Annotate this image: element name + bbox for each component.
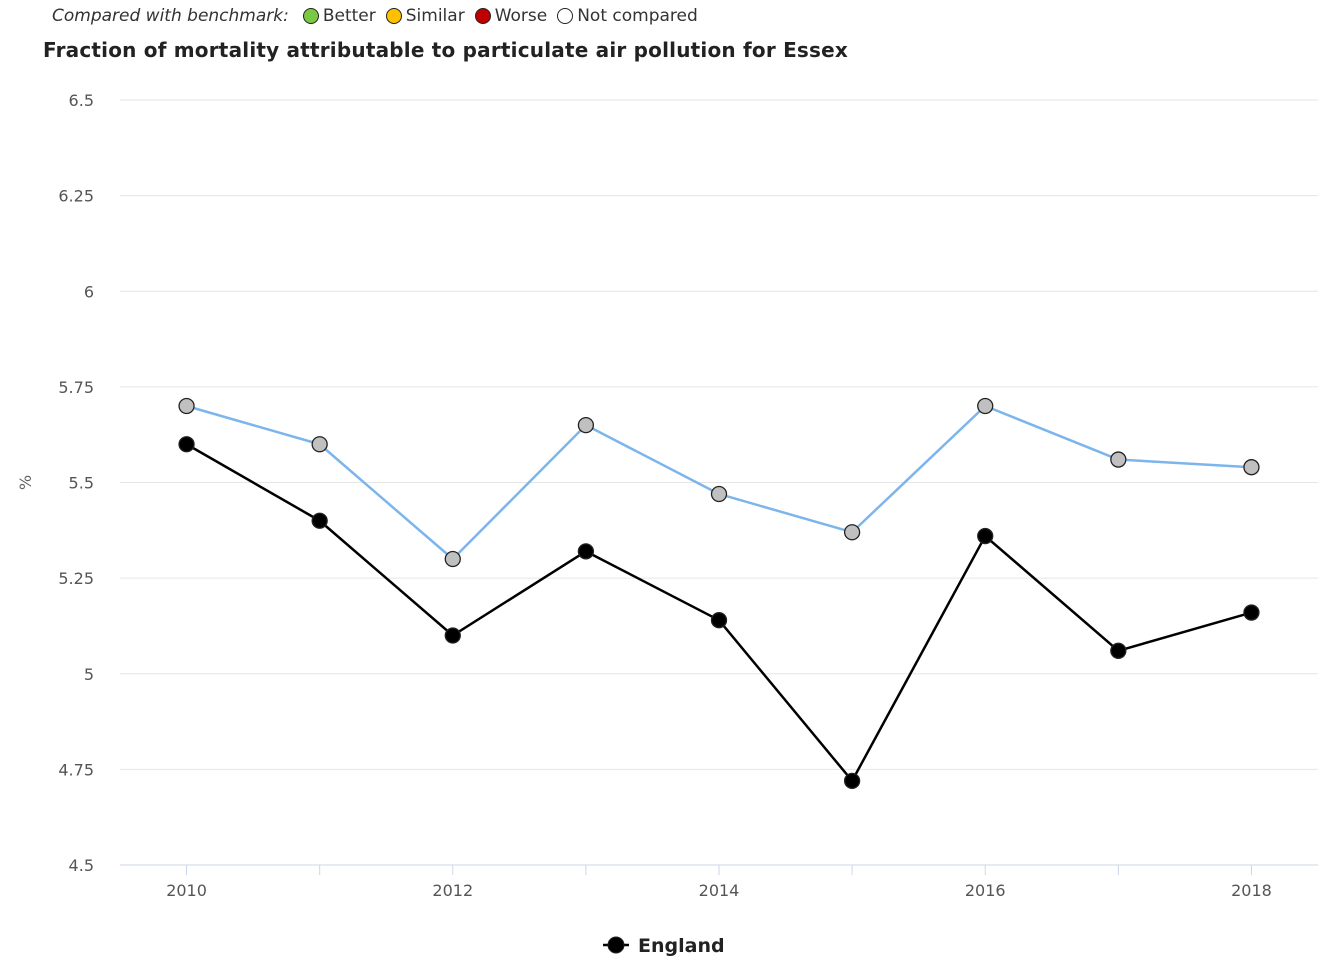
data-point	[1243, 459, 1260, 476]
y-axis-ticks: 4.5 4.75 5 5.25 5.5 5.75 6 6.25 6.5	[58, 91, 94, 875]
benchmark-legend-label: Not compared	[577, 6, 698, 26]
better-dot-icon	[302, 8, 319, 24]
data-point	[710, 612, 728, 629]
data-point	[178, 436, 195, 453]
series-layer	[178, 397, 1260, 789]
x-axis: 2010 2012 2014 2016 2018	[120, 864, 1318, 900]
benchmark-legend-item-similar: Similar	[385, 6, 465, 26]
data-point	[1243, 604, 1260, 621]
legend-marker-icon	[607, 936, 625, 954]
worse-dot-icon	[474, 8, 491, 24]
legend-label[interactable]: England	[638, 935, 725, 957]
chart-title: Fraction of mortality attributable to pa…	[43, 38, 849, 62]
data-point	[178, 397, 195, 415]
benchmark-legend-label: Better	[322, 6, 376, 26]
benchmark-legend: Compared with benchmark: Better Similar …	[52, 6, 708, 26]
data-point	[843, 524, 861, 541]
series-england	[178, 436, 1260, 789]
not-compared-dot-icon	[557, 8, 574, 24]
y-tick-label: 5	[84, 665, 94, 684]
series-legend[interactable]: England	[603, 935, 725, 957]
y-tick-label: 5.75	[58, 378, 94, 397]
benchmark-legend-label: Worse	[494, 6, 548, 26]
y-tick-label: 6.5	[69, 91, 94, 110]
x-tick-label: 2018	[1231, 881, 1272, 900]
y-tick-label: 4.5	[69, 856, 94, 875]
x-tick-label: 2014	[699, 881, 740, 900]
x-tick-label: 2012	[432, 881, 473, 900]
data-point	[977, 527, 994, 545]
benchmark-legend-item-not-compared: Not compared	[557, 6, 698, 26]
data-point	[977, 397, 994, 415]
y-tick-label: 5.5	[69, 474, 94, 493]
x-tick-label: 2010	[166, 881, 207, 900]
y-tick-label: 6.25	[58, 187, 94, 206]
benchmark-legend-label: Similar	[405, 6, 465, 26]
series-area	[178, 397, 1260, 568]
data-point	[577, 416, 595, 434]
y-axis-title: %	[16, 475, 35, 490]
benchmark-legend-item-better: Better	[302, 6, 376, 26]
data-point	[577, 543, 595, 560]
x-tick-label: 2016	[965, 881, 1006, 900]
data-point	[311, 436, 328, 453]
similar-dot-icon	[385, 8, 402, 24]
grid-lines	[120, 99, 1318, 770]
data-point	[311, 512, 328, 529]
data-point	[444, 627, 461, 644]
y-tick-label: 6	[84, 282, 94, 301]
data-point	[1110, 451, 1127, 468]
data-point	[1110, 642, 1127, 659]
data-point	[710, 485, 728, 503]
y-tick-label: 4.75	[58, 760, 94, 779]
benchmark-legend-item-worse: Worse	[474, 6, 548, 26]
data-point	[843, 772, 861, 789]
benchmark-legend-prefix: Compared with benchmark:	[52, 6, 289, 26]
y-tick-label: 5.25	[58, 569, 94, 588]
data-point	[444, 550, 461, 568]
